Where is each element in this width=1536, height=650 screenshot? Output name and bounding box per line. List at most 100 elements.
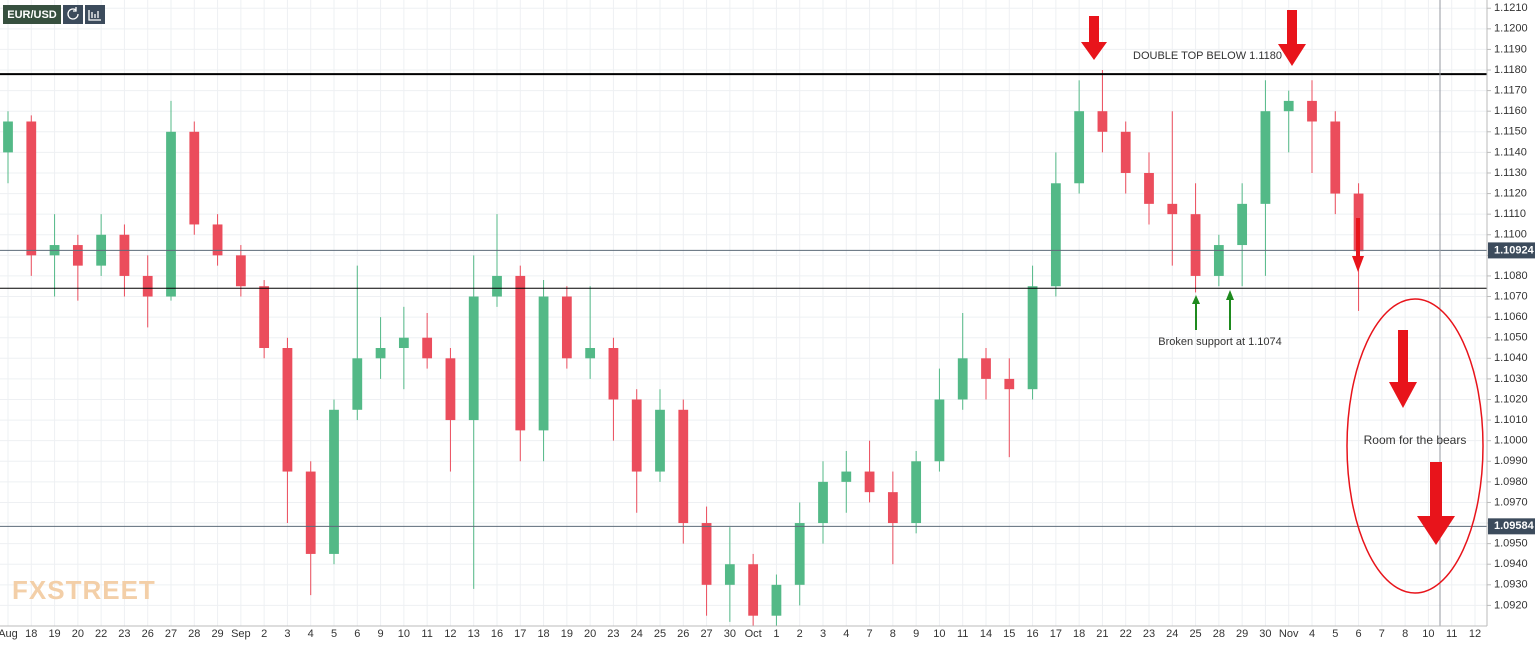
x-tick-label: 18 xyxy=(1073,628,1085,640)
candle-body xyxy=(3,121,13,153)
x-tick-label: 28 xyxy=(1213,628,1225,640)
y-tick-label: 1.1030 xyxy=(1494,373,1528,385)
x-tick-label: 19 xyxy=(561,628,573,640)
x-tick-label: 24 xyxy=(631,628,643,640)
candle-body xyxy=(235,255,246,287)
x-tick-label: 18 xyxy=(25,628,37,640)
watermark: FXSTREET xyxy=(12,575,156,605)
x-tick-label: 27 xyxy=(165,628,177,640)
settings-icon xyxy=(88,10,101,21)
support-arrows xyxy=(1192,290,1234,330)
candle-body xyxy=(771,584,782,616)
x-tick-label: 17 xyxy=(514,628,526,640)
y-tick-label: 1.1150 xyxy=(1494,126,1527,138)
candle-body xyxy=(841,471,852,482)
y-tick-label: 1.1120 xyxy=(1494,187,1527,199)
candle-body xyxy=(189,131,200,225)
y-tick-label: 1.0930 xyxy=(1494,579,1528,591)
x-tick-label: 3 xyxy=(284,628,290,640)
y-tick-label: 1.1000 xyxy=(1494,435,1528,447)
x-tick-label: 26 xyxy=(142,628,154,640)
y-tick-label: 1.1210 xyxy=(1494,2,1528,14)
x-tick-label: 7 xyxy=(1379,628,1385,640)
x-tick-label: 4 xyxy=(843,628,849,640)
x-tick-label: 29 xyxy=(1236,628,1248,640)
annotation: DOUBLE TOP BELOW 1.1180 xyxy=(1133,50,1282,62)
y-tick-label: 1.1110 xyxy=(1494,208,1526,220)
candle-body xyxy=(794,523,805,585)
candle-body xyxy=(1050,183,1061,287)
refresh-icon xyxy=(67,7,79,20)
x-tick-label: 20 xyxy=(584,628,596,640)
x-tick-label: 16 xyxy=(491,628,503,640)
y-tick-label: 1.1070 xyxy=(1494,290,1528,302)
candle-body xyxy=(724,564,735,585)
y-tick-label: 1.1160 xyxy=(1494,105,1527,117)
x-tick-label: 23 xyxy=(1143,628,1155,640)
symbol-box[interactable] xyxy=(3,5,61,24)
candle-body xyxy=(329,409,339,554)
x-tick-label: Sep xyxy=(231,628,251,640)
x-tick-label: 25 xyxy=(1189,628,1201,640)
candle-body xyxy=(1074,111,1085,184)
x-tick-label: 25 xyxy=(654,628,666,640)
x-tick-label: 18 xyxy=(537,628,549,640)
candle-body xyxy=(72,245,83,266)
y-tick-label: 1.0940 xyxy=(1494,558,1528,570)
candle-body xyxy=(282,348,293,472)
x-tick-label: 23 xyxy=(607,628,619,640)
y-tick-label: 1.1180 xyxy=(1494,64,1527,76)
x-tick-label: 1 xyxy=(773,628,779,640)
candle-body xyxy=(655,409,665,472)
candle-body xyxy=(1120,131,1131,173)
x-tick-label: 22 xyxy=(95,628,107,640)
x-tick-label: 21 xyxy=(1096,628,1108,640)
candle-body xyxy=(748,564,759,616)
x-tick-label: 23 xyxy=(118,628,130,640)
candle-body xyxy=(398,337,409,349)
y-tick-label: 1.1190 xyxy=(1494,43,1527,55)
x-tick-label: 26 xyxy=(677,628,689,640)
x-tick-label: 6 xyxy=(354,628,360,640)
y-tick-label: 1.1140 xyxy=(1494,146,1527,158)
x-tick-label: 9 xyxy=(378,628,384,640)
candle-body xyxy=(957,358,968,400)
x-tick-label: 11 xyxy=(957,628,968,640)
candle-body xyxy=(1167,203,1178,215)
refresh-button[interactable] xyxy=(63,5,83,24)
y-tick-label: 1.1100 xyxy=(1494,229,1527,241)
candle-body xyxy=(212,224,223,256)
x-tick-label: 14 xyxy=(980,628,992,640)
y-tick-label: 1.0990 xyxy=(1494,455,1528,467)
x-tick-label: 2 xyxy=(797,628,803,640)
candle-body xyxy=(631,399,642,472)
x-tick-label: 3 xyxy=(820,628,826,640)
y-tick-label: 1.1040 xyxy=(1494,352,1528,364)
x-tick-label: 19 xyxy=(48,628,60,640)
x-tick-label: 17 xyxy=(1050,628,1062,640)
arrow xyxy=(1226,290,1234,330)
candle-body xyxy=(1213,245,1224,276)
y-tick-label: 1.0970 xyxy=(1494,496,1528,508)
symbol[interactable]: EUR/USD xyxy=(7,9,57,21)
candle-body xyxy=(1260,111,1271,204)
x-tick-label: 27 xyxy=(700,628,712,640)
y-tick-label: 1.1010 xyxy=(1494,414,1528,426)
x-tick-label: 28 xyxy=(188,628,200,640)
candle-body xyxy=(538,296,549,431)
x-tick-label: 9 xyxy=(913,628,919,640)
candle-body xyxy=(492,275,502,297)
x-tick-label: 30 xyxy=(1259,628,1271,640)
candle-body xyxy=(1190,214,1201,276)
candle-body xyxy=(1004,378,1015,390)
price-badge xyxy=(1488,242,1535,259)
arrow xyxy=(1417,462,1455,545)
x-tick-label: 6 xyxy=(1356,628,1362,640)
y-tick-label: 1.0950 xyxy=(1494,538,1528,550)
candle-body xyxy=(864,471,875,493)
y-tick-label: 1.1200 xyxy=(1494,23,1528,35)
x-tick-label: 24 xyxy=(1166,628,1178,640)
